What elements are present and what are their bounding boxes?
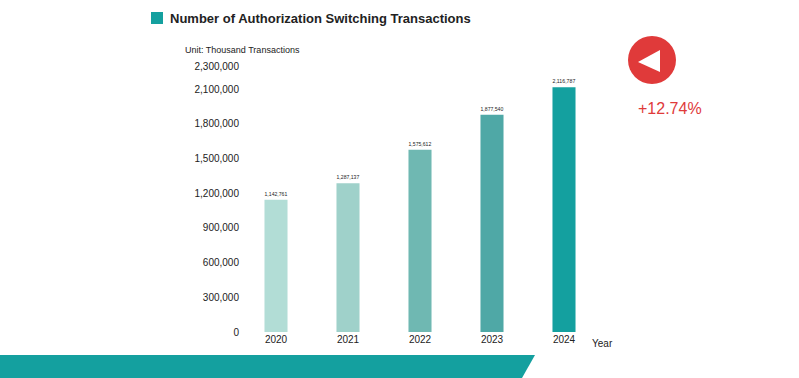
svg-text:Year: Year	[592, 338, 613, 349]
svg-text:1,877,540: 1,877,540	[481, 106, 504, 112]
svg-text:900,000: 900,000	[203, 222, 240, 233]
svg-text:1,575,612: 1,575,612	[409, 141, 432, 147]
svg-text:2,100,000: 2,100,000	[195, 84, 240, 95]
svg-text:+12.74%: +12.74%	[638, 100, 702, 117]
svg-text:2023: 2023	[481, 334, 504, 345]
svg-text:1,500,000: 1,500,000	[195, 153, 240, 164]
svg-text:Unit: Thousand Transactions: Unit: Thousand Transactions	[185, 45, 300, 55]
svg-text:2022: 2022	[409, 334, 432, 345]
svg-text:0: 0	[233, 327, 239, 338]
svg-text:Number of Authorization Switch: Number of Authorization Switching Transa…	[170, 11, 471, 26]
svg-text:2024: 2024	[553, 334, 576, 345]
svg-text:2021: 2021	[337, 334, 360, 345]
svg-text:1,287,137: 1,287,137	[337, 174, 360, 180]
svg-text:1,800,000: 1,800,000	[195, 118, 240, 129]
svg-text:1,200,000: 1,200,000	[195, 188, 240, 199]
svg-text:2020: 2020	[265, 334, 288, 345]
svg-text:600,000: 600,000	[203, 257, 240, 268]
svg-text:2,300,000: 2,300,000	[195, 61, 240, 72]
svg-text:1,142,761: 1,142,761	[265, 191, 288, 197]
svg-text:300,000: 300,000	[203, 292, 240, 303]
svg-text:2,116,787: 2,116,787	[553, 78, 576, 84]
